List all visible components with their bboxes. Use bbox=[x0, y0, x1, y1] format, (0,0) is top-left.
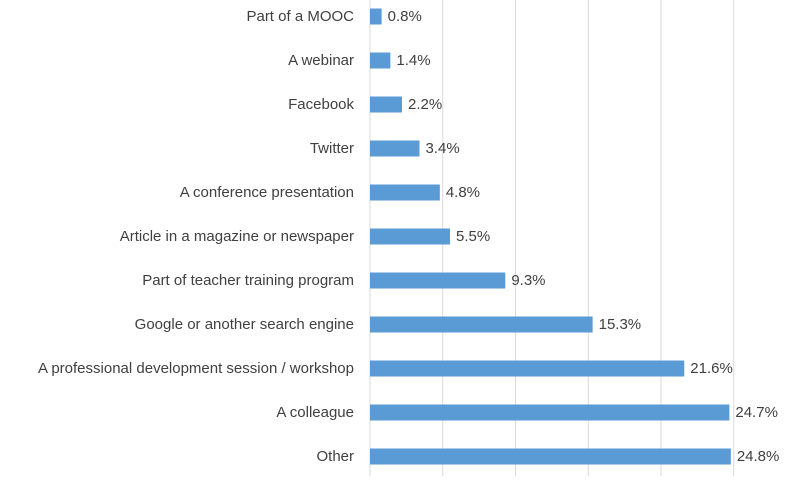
data-label: 9.3% bbox=[511, 272, 545, 289]
data-label: 3.4% bbox=[425, 140, 459, 157]
category-label: Facebook bbox=[288, 96, 354, 113]
value-labels: 0.8% 1.4% 2.2% 3.4% 4.8% 5.5% 9.3% 15.3% 21.6% 24… bbox=[388, 8, 780, 465]
category-label: Part of teacher training program bbox=[142, 272, 354, 289]
bar bbox=[370, 8, 382, 25]
category-label: A colleague bbox=[276, 404, 354, 421]
category-label: A conference presentation bbox=[180, 184, 354, 201]
category-label: A webinar bbox=[288, 52, 354, 69]
data-label: 1.4% bbox=[396, 52, 430, 69]
category-label: Article in a magazine or newspaper bbox=[120, 228, 354, 245]
category-labels: Part of a MOOC A webinar Facebook Twitter A … bbox=[38, 8, 355, 465]
bar bbox=[370, 228, 451, 245]
category-label: Other bbox=[316, 448, 354, 465]
data-label: 21.6% bbox=[690, 360, 733, 377]
data-label: 5.5% bbox=[456, 228, 490, 245]
data-label: 24.8% bbox=[737, 448, 780, 465]
data-label: 0.8% bbox=[388, 8, 422, 25]
bar bbox=[370, 184, 440, 201]
category-label: A professional development session / wor… bbox=[38, 360, 354, 377]
data-label: 15.3% bbox=[599, 316, 642, 333]
data-label: 4.8% bbox=[446, 184, 480, 201]
bar bbox=[370, 360, 685, 377]
bars bbox=[370, 8, 731, 465]
bar bbox=[370, 316, 593, 333]
bar bbox=[370, 140, 420, 157]
category-label: Twitter bbox=[310, 140, 354, 157]
bar bbox=[370, 272, 506, 289]
bar bbox=[370, 52, 391, 69]
bar bbox=[370, 448, 731, 465]
bar bbox=[370, 404, 730, 421]
category-label: Google or another search engine bbox=[135, 316, 354, 333]
data-label: 2.2% bbox=[408, 96, 442, 113]
bar bbox=[370, 96, 403, 113]
data-label: 24.7% bbox=[735, 404, 778, 421]
category-label: Part of a MOOC bbox=[246, 8, 354, 25]
